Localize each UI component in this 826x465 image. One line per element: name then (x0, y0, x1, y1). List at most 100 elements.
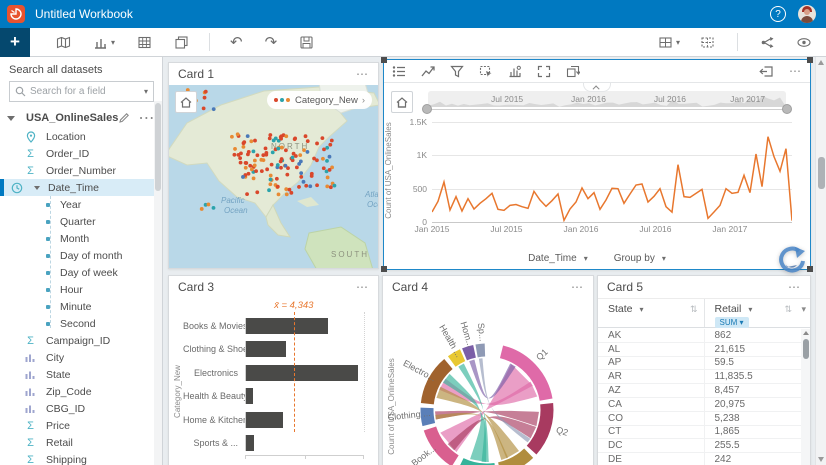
field-order-id[interactable]: Σ Order_ID (0, 145, 162, 162)
dataset-name[interactable]: USA_OnlineSales (26, 112, 119, 124)
field-campaign-id[interactable]: Σ Campaign_ID (0, 332, 162, 349)
scroll-up-icon[interactable] (818, 60, 824, 65)
table-row[interactable]: AL 21,615 (598, 342, 810, 357)
card-2-options-icon[interactable]: ⋯ (789, 64, 802, 78)
bar-row[interactable]: Home & Kitchen (183, 408, 364, 432)
table-row[interactable]: AK 862 (598, 329, 810, 343)
dataset-row[interactable]: USA_OnlineSales ⋯ (0, 108, 162, 128)
scroll-up-icon[interactable] (802, 331, 809, 335)
card-5-header[interactable]: Card 5 ⋯ (598, 276, 810, 298)
column-retail[interactable]: Retail ▾ SUM ▾ ⇅ ▾ (714, 303, 806, 328)
map-point-layer[interactable] (175, 88, 337, 211)
card-1-map[interactable]: Card 1 ⋯ Category_New › (168, 62, 379, 269)
duplicate-page-button[interactable] (174, 35, 189, 50)
resize-handle[interactable] (381, 266, 387, 272)
user-avatar[interactable] (798, 5, 816, 23)
subfield-day-of-month[interactable]: Day of month (0, 247, 162, 264)
bar-row[interactable]: Health & Beauty (183, 385, 364, 409)
aggregation-pill[interactable]: SUM ▾ (714, 317, 749, 328)
search-caret-icon[interactable]: ▾ (143, 87, 148, 96)
field-location[interactable]: Location (0, 128, 162, 145)
card-4-options-icon[interactable]: ⋯ (571, 280, 584, 294)
workbook-title[interactable]: Untitled Workbook (35, 7, 133, 21)
subfield-year[interactable]: Year (0, 196, 162, 213)
card-5-options-icon[interactable]: ⋯ (788, 280, 801, 294)
table-row[interactable]: AZ 8,457 (598, 384, 810, 398)
x-field-selector[interactable]: Date_Time ▾ (528, 253, 588, 264)
field-retail[interactable]: Σ Retail (0, 434, 162, 451)
field-search-box[interactable]: ▾ (9, 81, 154, 102)
filter-button[interactable] (450, 65, 464, 78)
time-slider-handle-start[interactable] (422, 104, 432, 114)
table-row[interactable]: DE 242 (598, 453, 810, 465)
field-zip-code[interactable]: Zip_Code (0, 383, 162, 400)
undo-button[interactable]: ↶ (230, 33, 243, 51)
caret-down-icon[interactable]: ▾ (748, 304, 753, 314)
subfield-month[interactable]: Month (0, 230, 162, 247)
time-slider-track[interactable] (428, 91, 786, 107)
card-4-header[interactable]: Card 4 ⋯ (383, 276, 593, 298)
bar-chart-plot[interactable]: x̄ = 4,343 Books & Movies Clothing & Sho… (183, 300, 365, 459)
table-row[interactable]: AR 11,835.5 (598, 370, 810, 385)
table-row[interactable]: CO 5,238 (598, 411, 810, 426)
card-3-options-icon[interactable]: ⋯ (356, 280, 369, 294)
chart-button[interactable]: ▾ (93, 35, 115, 50)
sort-icon[interactable]: ⇅ (784, 304, 792, 314)
page-options-button[interactable] (700, 35, 715, 50)
field-date-time[interactable]: Date_Time (0, 179, 162, 196)
view-mode-button[interactable] (796, 35, 812, 50)
card-2-time-series[interactable]: ⋯ Jul 2015 Jan 2016 Jul 2016 Jan 2017 Co… (381, 57, 813, 272)
legend-expand-icon[interactable]: › (361, 94, 365, 106)
table-row[interactable]: CA 20,975 (598, 397, 810, 412)
chord-diagram[interactable]: Q1Q2Q3Q4Book...Clothing ...Electro...Hea… (383, 298, 595, 465)
save-button[interactable] (299, 35, 314, 50)
redo-button[interactable]: ↷ (264, 33, 278, 51)
column-menu-icon[interactable]: ▾ (801, 304, 806, 314)
subfield-day-of-week[interactable]: Day of week (0, 264, 162, 281)
card-filter-button[interactable] (759, 65, 774, 78)
card-4-chord-diagram[interactable]: Card 4 ⋯ Count of USA_OnlineSales Q1Q2Q3… (382, 275, 594, 465)
subfield-quarter[interactable]: Quarter (0, 213, 162, 230)
sidebar-scrollbar[interactable] (154, 101, 162, 465)
chart-type-button[interactable] (421, 65, 435, 78)
layout-button[interactable]: ▾ (658, 35, 680, 50)
card-1-header[interactable]: Card 1 ⋯ (169, 63, 378, 85)
resize-handle[interactable] (381, 57, 387, 63)
field-city[interactable]: City (0, 349, 162, 366)
subfield-second[interactable]: Second (0, 315, 162, 332)
canvas-scrollbar[interactable] (815, 57, 826, 465)
table-button[interactable] (137, 35, 152, 50)
field-expand-icon[interactable] (34, 185, 40, 190)
y-axis-title[interactable]: Count of USA_OnlineSales (383, 121, 393, 219)
table-row[interactable]: CT 1,865 (598, 425, 810, 440)
card-5-summary-table[interactable]: Card 5 ⋯ State ▾ ⇅ Retail ▾ SUM ▾ ⇅ ▾ AK 86… (597, 275, 811, 465)
selection-tools-button[interactable] (479, 65, 493, 78)
table-scrollbar[interactable] (801, 329, 810, 465)
flip-card-button[interactable] (566, 65, 580, 78)
bar-axis-title[interactable]: Category_New (172, 364, 182, 418)
dataset-expand-icon[interactable] (7, 115, 15, 121)
card-3-header[interactable]: Card 3 ⋯ (169, 276, 378, 298)
new-map-button[interactable] (56, 35, 71, 50)
sort-icon[interactable]: ⇅ (689, 304, 698, 314)
field-order-number[interactable]: Σ Order_Number (0, 162, 162, 179)
bar-row[interactable]: Electronics (183, 361, 364, 385)
table-scrollbar-thumb[interactable] (802, 339, 809, 359)
card-3-bar-chart[interactable]: Card 3 ⋯ Category_New x̄ = 4,343 Books &… (168, 275, 379, 465)
resize-handle[interactable] (807, 266, 813, 272)
resize-handle[interactable] (807, 57, 813, 63)
basemap[interactable]: NORTH SOUTH Pacific Ocean Atlant Ocea (169, 85, 378, 268)
rename-dataset-icon[interactable] (118, 112, 130, 124)
bar-row[interactable]: Books & Movies (183, 314, 364, 338)
map-legend-chip[interactable]: Category_New › (266, 91, 372, 109)
map-home-button[interactable] (175, 91, 197, 113)
canvas-scrollbar-thumb[interactable] (817, 157, 825, 189)
column-state[interactable]: State ▾ ⇅ (598, 299, 705, 327)
legend-button[interactable] (392, 65, 406, 78)
subfield-hour[interactable]: Hour (0, 281, 162, 298)
statistics-button[interactable] (508, 65, 522, 78)
field-search-input[interactable] (30, 86, 141, 97)
subfield-minute[interactable]: Minute (0, 298, 162, 315)
table-row[interactable]: AP 59.5 (598, 356, 810, 371)
chart-home-button[interactable] (391, 91, 413, 113)
